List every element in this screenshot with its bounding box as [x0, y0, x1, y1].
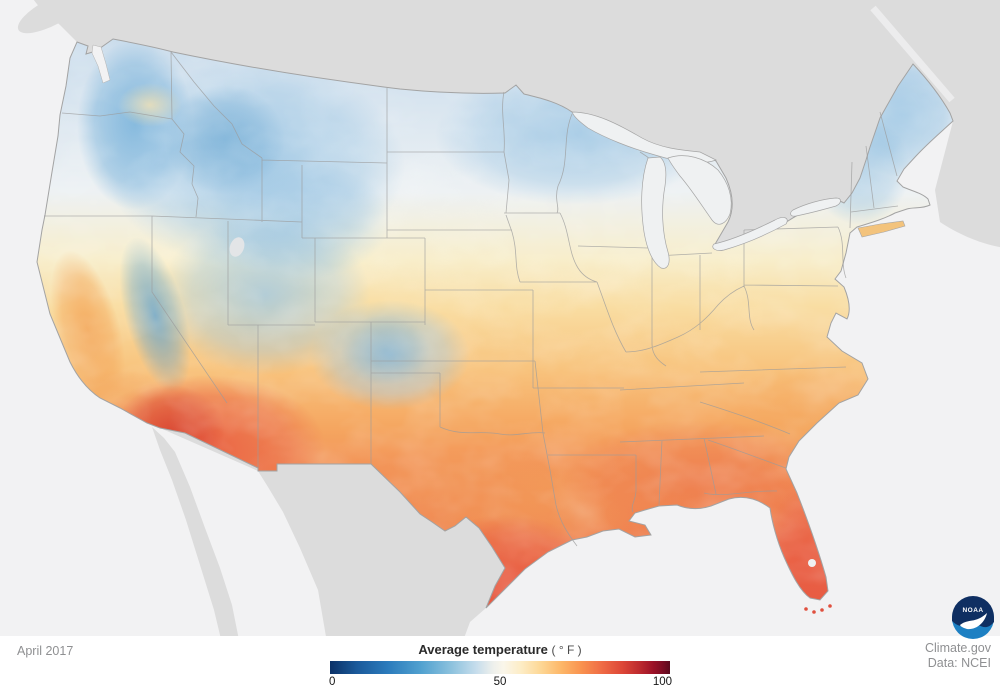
florida-keys [804, 604, 832, 614]
vancouver-island [17, 0, 87, 34]
great-salt-lake [229, 237, 245, 257]
attribution-block: Climate.gov Data: NCEI [925, 641, 991, 671]
baja-peninsula [152, 427, 243, 660]
tick-mid: 50 [493, 676, 507, 688]
long-island [857, 220, 906, 238]
temperature-legend: Average temperature ( ° F ) 0 50 100 [329, 641, 672, 690]
legend-title: Average temperature ( ° F ) [330, 641, 670, 658]
canada-landmass [17, 0, 1000, 248]
colorbar-ticks: 0 50 100 [329, 676, 672, 690]
lake-michigan [641, 156, 670, 269]
legend-title-text: Average temperature [418, 642, 548, 657]
lake-okeechobee [808, 559, 816, 567]
lake-ontario [790, 197, 841, 217]
us-border-outline [36, 38, 954, 609]
st-lawrence-river [870, 5, 955, 103]
lake-erie [712, 217, 788, 251]
noaa-logo: NOAA [952, 596, 994, 639]
temperature-colorbar [330, 661, 670, 674]
tick-max: 100 [652, 676, 672, 688]
attribution-source: Data: NCEI [927, 656, 991, 670]
tick-min: 0 [329, 676, 336, 688]
legend-unit-text: ( ° F ) [551, 643, 582, 657]
seagull-icon [960, 613, 987, 630]
mexico-landmass [152, 427, 505, 660]
lake-huron [667, 155, 732, 225]
noaa-logo-text: NOAA [962, 607, 983, 614]
coastal-island [89, 24, 107, 36]
puget-sound [91, 44, 111, 84]
map-period-label: April 2017 [17, 644, 74, 658]
great-lakes [91, 44, 841, 567]
state-borders [44, 51, 899, 547]
attribution-site: Climate.gov [925, 641, 991, 655]
